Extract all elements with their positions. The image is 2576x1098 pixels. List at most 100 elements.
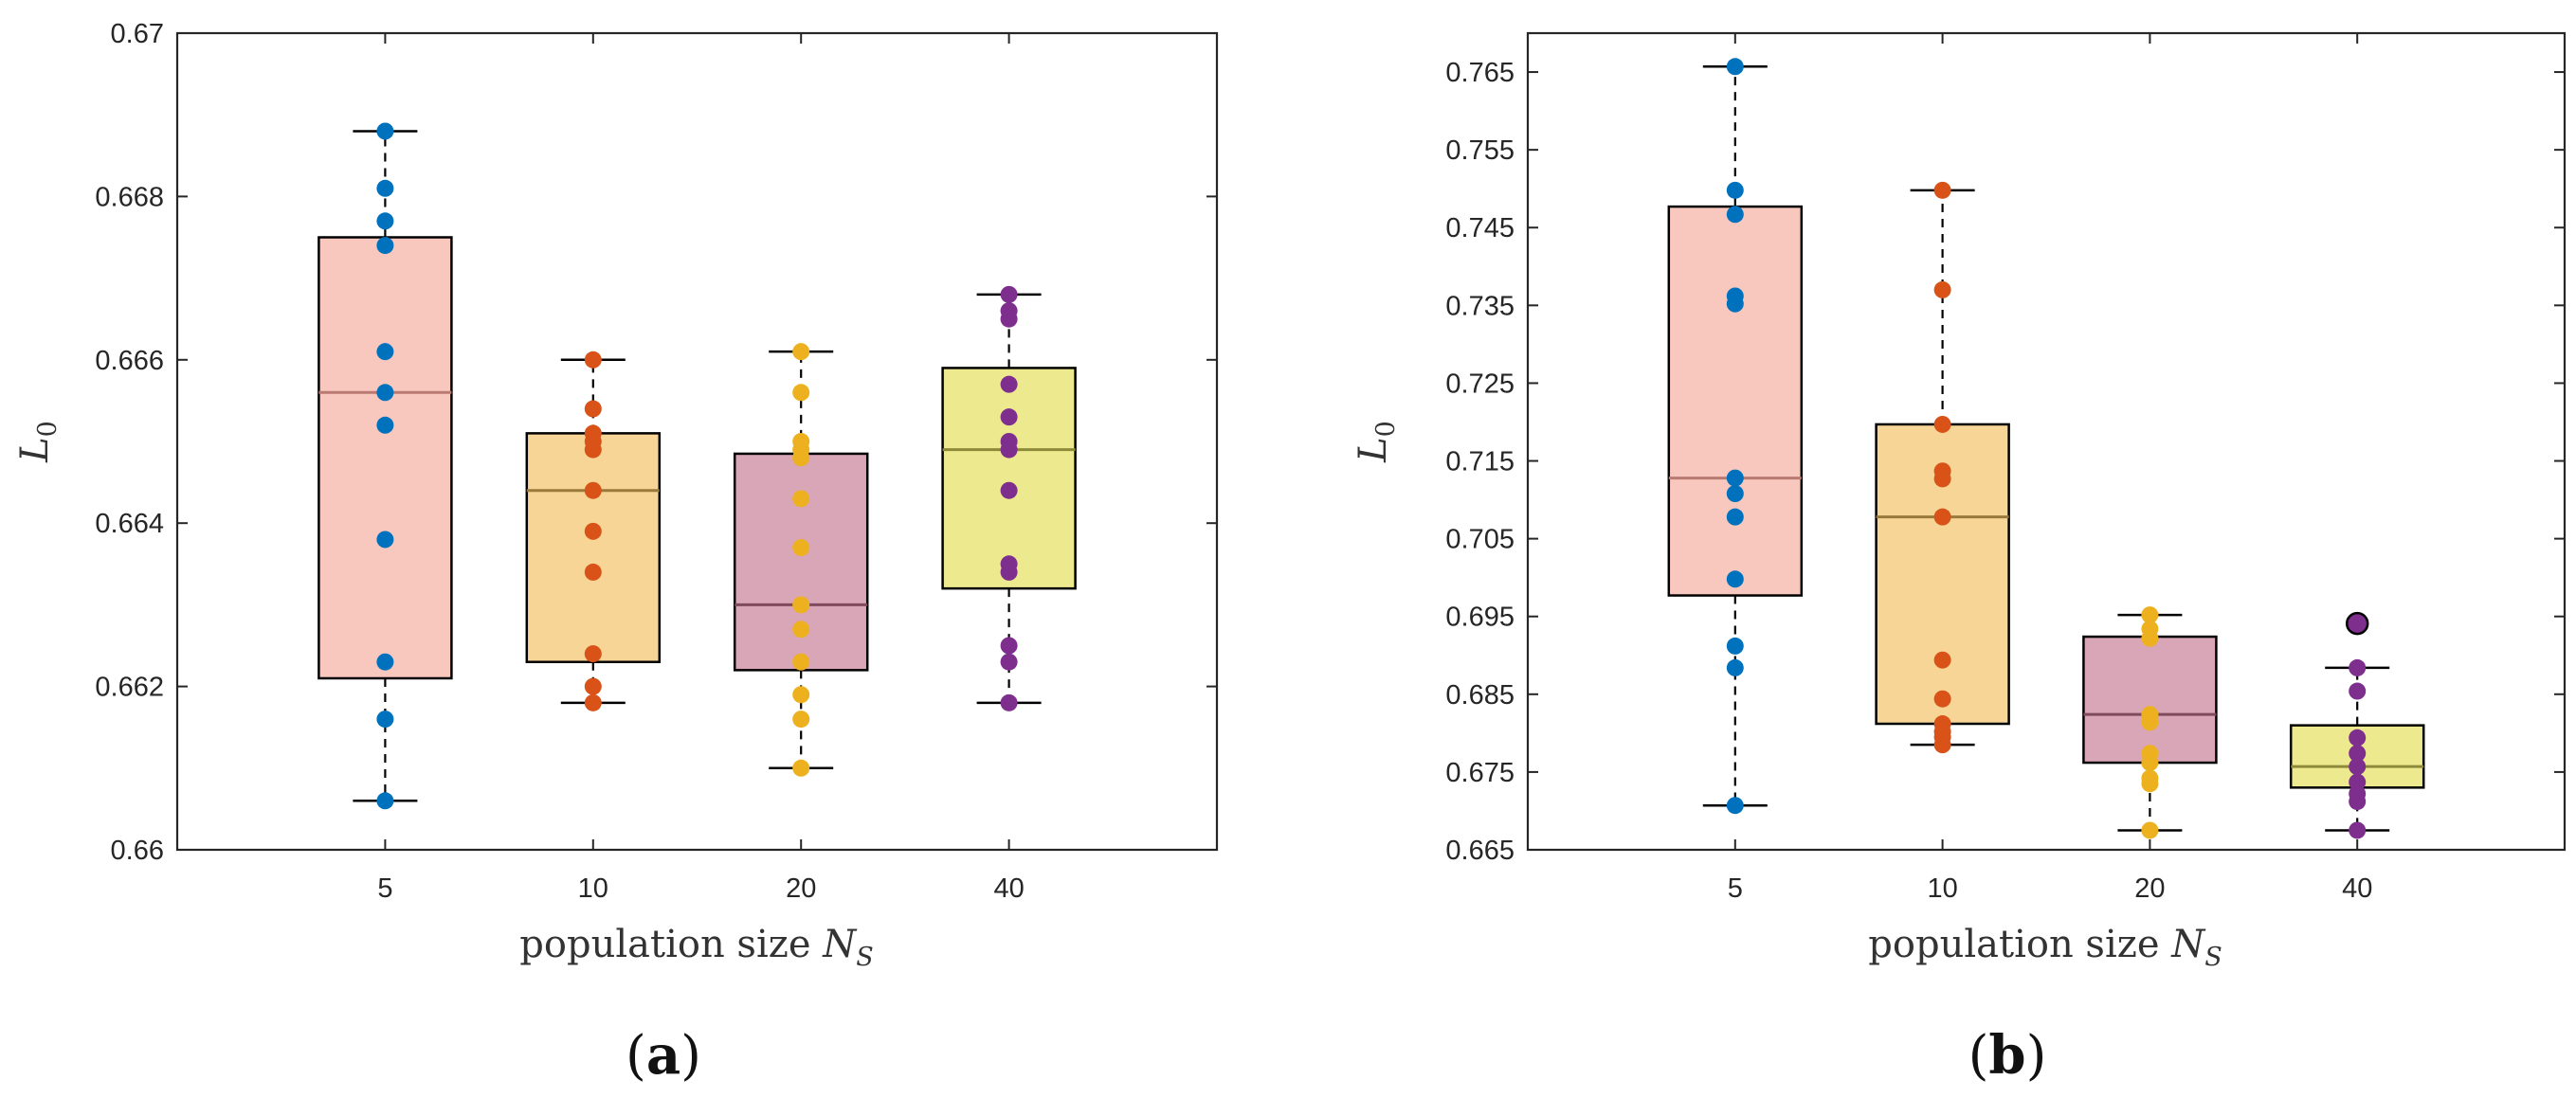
x-axis-title-b: population size NS — [1868, 923, 2222, 972]
data-point-a — [792, 384, 810, 402]
data-point-a — [792, 490, 810, 508]
y-tick-label-b: 0.715 — [1445, 447, 1515, 477]
data-point-b — [2349, 821, 2367, 839]
data-point-a — [1000, 441, 1018, 459]
data-point-b — [2141, 754, 2159, 772]
y-tick-label-a: 0.666 — [95, 346, 164, 376]
data-point-a — [376, 531, 394, 549]
data-point-b — [1933, 651, 1951, 669]
box-b — [1667, 205, 1804, 597]
box-b — [1875, 423, 2010, 726]
data-point-a — [376, 343, 394, 361]
data-point-a — [584, 351, 602, 369]
data-point-b — [2349, 793, 2367, 811]
data-point-a — [1000, 375, 1018, 393]
data-point-a — [584, 677, 602, 695]
data-point-a — [584, 563, 602, 581]
data-point-b — [1933, 470, 1951, 488]
data-point-a — [792, 686, 810, 704]
data-point-a — [792, 596, 810, 614]
data-point-a — [584, 522, 602, 540]
data-point-b — [1726, 469, 1744, 487]
panel-b: 0.665 0.675 0.685 0.695 0.705 0.715 0.725 0.735… — [1351, 31, 2567, 1087]
data-point-a — [376, 416, 394, 434]
data-point-a — [584, 645, 602, 663]
data-point-b — [1933, 181, 1951, 199]
x-axis-title-a: population size NS — [519, 923, 873, 972]
data-point-a — [792, 539, 810, 557]
y-tick-label-b: 0.725 — [1445, 369, 1515, 399]
data-point-b — [2141, 629, 2159, 647]
data-point-a — [584, 481, 602, 499]
data-point-b — [2141, 606, 2159, 624]
marks-a: 0.66 0.662 0.664 0.666 0.668 0.67 5 10 20 40 — [95, 19, 1217, 904]
data-point-a — [792, 449, 810, 467]
data-point-a — [1000, 285, 1018, 303]
data-point-a — [376, 653, 394, 671]
data-point-a — [1000, 653, 1018, 671]
data-point-b — [2141, 821, 2159, 839]
data-point-b — [2349, 729, 2367, 747]
y-tick-label-a: 0.668 — [95, 182, 164, 212]
outlier-point-b — [2345, 611, 2369, 636]
data-point-b — [1726, 658, 1744, 676]
y-tick-label-b: 0.685 — [1445, 680, 1515, 711]
data-point-a — [1000, 481, 1018, 499]
data-point-a — [1000, 693, 1018, 711]
data-point-a — [792, 653, 810, 671]
data-point-b — [1726, 637, 1744, 655]
data-point-b — [1933, 736, 1951, 754]
data-point-a — [1000, 310, 1018, 328]
y-tick-label-b: 0.695 — [1445, 603, 1515, 633]
y-tick-label-b: 0.675 — [1445, 758, 1515, 788]
data-point-b — [1933, 690, 1951, 708]
x-tick-label-a: 20 — [786, 873, 816, 904]
panel-a: 0.66 0.662 0.664 0.666 0.668 0.67 5 10 20 40 popu… — [13, 19, 1219, 1087]
y-axis-title-b: L0 — [1351, 421, 1401, 463]
data-point-a — [1000, 408, 1018, 426]
data-point-b — [1933, 415, 1951, 433]
data-point-a — [584, 693, 602, 711]
y-tick-label-a: 0.66 — [111, 836, 164, 866]
data-point-b — [1726, 797, 1744, 815]
data-point-a — [584, 441, 602, 459]
y-tick-label-b: 0.705 — [1445, 525, 1515, 555]
y-tick-label-b: 0.735 — [1445, 291, 1515, 321]
data-point-a — [1000, 637, 1018, 655]
box-b — [2082, 635, 2218, 765]
data-point-b — [1933, 280, 1951, 298]
y-axis-title-a: L0 — [13, 421, 63, 463]
x-tick-label-b: 5 — [1728, 873, 1743, 904]
data-point-b — [1726, 206, 1744, 224]
data-point-b — [2349, 745, 2367, 763]
data-point-a — [376, 711, 394, 729]
x-tick-label-a: 5 — [377, 873, 392, 904]
y-tick-label-a: 0.67 — [111, 19, 164, 49]
data-point-b — [1726, 570, 1744, 588]
panel-label-a: (a) — [626, 1024, 701, 1087]
data-point-a — [584, 400, 602, 418]
box-a — [525, 432, 662, 663]
data-point-b — [2349, 758, 2367, 776]
y-tick-label-a: 0.664 — [95, 509, 164, 539]
data-point-b — [2349, 682, 2367, 700]
data-point-b — [1933, 508, 1951, 526]
data-point-a — [792, 343, 810, 361]
marks-b: 0.665 0.675 0.685 0.695 0.705 0.715 0.725 0.735… — [1445, 33, 2565, 904]
data-point-b — [1726, 181, 1744, 199]
data-point-a — [376, 212, 394, 230]
box-a — [941, 367, 1077, 590]
data-point-a — [1000, 563, 1018, 581]
data-point-b — [2349, 658, 2367, 676]
data-point-a — [792, 621, 810, 639]
data-point-a — [376, 179, 394, 197]
y-tick-label-a: 0.662 — [95, 673, 164, 703]
data-point-b — [1726, 295, 1744, 313]
x-tick-label-b: 10 — [1927, 873, 1957, 904]
data-point-a — [376, 792, 394, 810]
data-point-b — [1726, 508, 1744, 526]
y-tick-label-b: 0.765 — [1445, 58, 1515, 88]
y-tick-label-b: 0.745 — [1445, 213, 1515, 243]
data-point-a — [376, 122, 394, 140]
